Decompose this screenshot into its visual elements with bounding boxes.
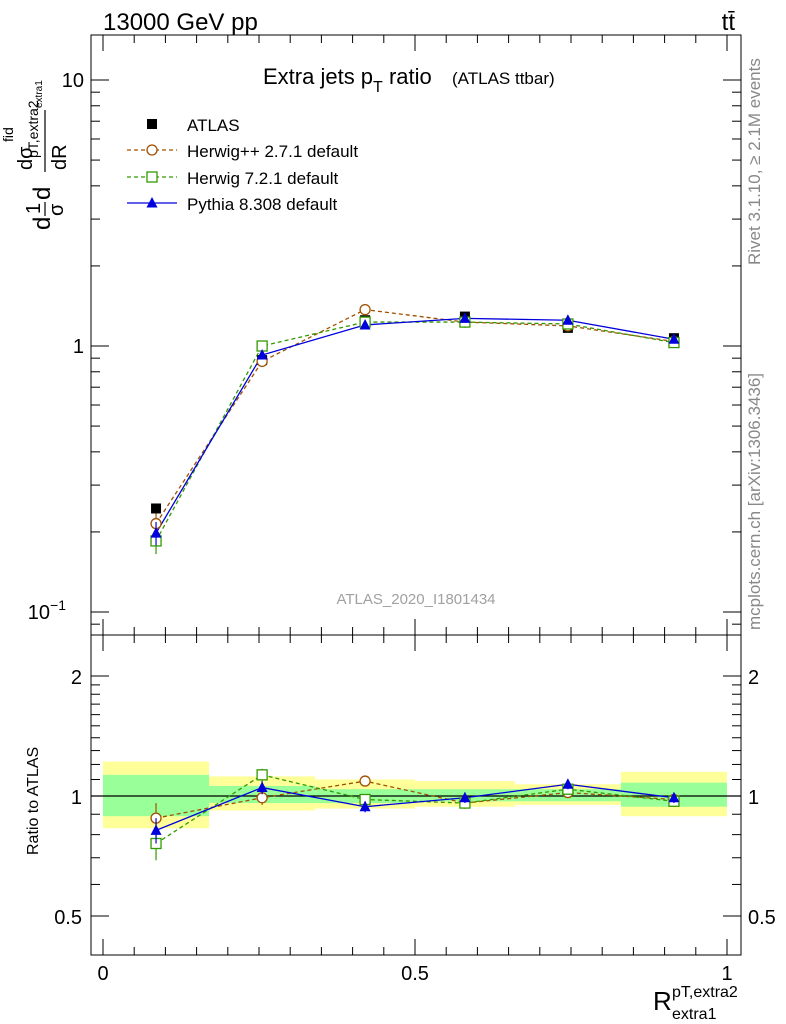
main-line-1 bbox=[155, 308, 675, 524]
legend-label-2: Herwig 7.2.1 default bbox=[187, 169, 338, 188]
legend-marker-0 bbox=[147, 119, 157, 129]
main-line-2 bbox=[155, 321, 675, 542]
ratio-point-3 bbox=[668, 791, 680, 803]
ratio-line-3 bbox=[155, 783, 675, 831]
ylabel-sub: pT,extra2 bbox=[25, 100, 41, 158]
main-point-3 bbox=[359, 318, 371, 330]
legend-marker-1 bbox=[146, 144, 158, 156]
legend-marker-2 bbox=[146, 171, 158, 183]
x-axis-label: R pT,extra2 extra1 bbox=[653, 984, 738, 1023]
ratio-point-3 bbox=[562, 778, 574, 789]
ratio-line-1 bbox=[155, 780, 675, 819]
xlabel-sub: extra1 bbox=[672, 1006, 717, 1023]
ratio-point-1 bbox=[359, 775, 371, 787]
ylabel-frac1-den: σ bbox=[46, 203, 68, 216]
header-left: 13000 GeV pp bbox=[103, 9, 258, 36]
main-point-3 bbox=[459, 312, 471, 323]
y-tick-label-ratio-right: 2 bbox=[748, 667, 759, 689]
rivet-label: Rivet 3.1.10, ≥ 2.1M events bbox=[745, 58, 764, 265]
main-point-3 bbox=[150, 527, 162, 538]
y-tick-label-ratio-right: 1 bbox=[748, 787, 759, 809]
y-tick-label-ratio-left: 0.5 bbox=[54, 907, 82, 929]
x-tick-label: 0 bbox=[97, 963, 108, 985]
main-series bbox=[150, 303, 680, 555]
ratio-point-2 bbox=[256, 769, 268, 781]
chart-title: Extra jets pT ratio bbox=[263, 64, 432, 96]
y-axis-label-main: d 1 σ d dσ fid dR pT,extra2 extra1 bbox=[0, 80, 71, 230]
y-axis-label-ratio: Ratio to ATLAS bbox=[25, 747, 42, 855]
ratio-point-3 bbox=[150, 824, 162, 835]
ylabel-d2: d bbox=[29, 187, 56, 200]
y-tick-exp: −1 bbox=[50, 597, 66, 613]
y-tick-label-main: 1 bbox=[73, 336, 84, 358]
ratio-series bbox=[150, 768, 680, 861]
ratio-frame bbox=[90, 634, 742, 956]
mcplots-label: mcplots.cern.ch [arXiv:1306.3436] bbox=[745, 373, 764, 630]
chart-title-tail: ratio bbox=[383, 64, 432, 89]
y-tick-label-main: 10 bbox=[62, 70, 84, 92]
ylabel-frac2-num: dσ bbox=[15, 146, 37, 170]
xlabel-base: R bbox=[653, 986, 672, 1016]
main-point-1 bbox=[359, 303, 371, 316]
ylabel-sup: fid bbox=[0, 127, 16, 142]
ratio-line-2 bbox=[155, 774, 675, 845]
legend: ATLAS Herwig++ 2.7.1 default Herwig 7.2.1 … bbox=[127, 116, 358, 214]
legend-marker-3 bbox=[146, 197, 158, 208]
main-line-3 bbox=[155, 317, 675, 534]
analysis-watermark: ATLAS_2020_I1801434 bbox=[336, 591, 495, 608]
y-tick-label-ratio-left: 1 bbox=[71, 787, 82, 809]
xlabel-sup: pT,extra2 bbox=[672, 984, 738, 1001]
header-right: tt̄ bbox=[722, 9, 736, 36]
main-point-3 bbox=[668, 333, 680, 344]
ratio-point-3 bbox=[256, 781, 268, 793]
y-tick-label-ratio-right: 0.5 bbox=[748, 907, 776, 929]
ratio-point-3 bbox=[359, 800, 371, 812]
y-tick-label-ratio-left: 2 bbox=[71, 667, 82, 689]
ratio-point-3 bbox=[459, 791, 471, 803]
ylabel-subsub: extra1 bbox=[34, 80, 45, 108]
main-point-0 bbox=[151, 503, 162, 514]
legend-label-0: ATLAS bbox=[187, 116, 240, 135]
ylabel-frac2-den: dR bbox=[49, 144, 71, 170]
chart-title-sub: T bbox=[373, 79, 383, 96]
chart-title-main: Extra jets p bbox=[263, 64, 373, 89]
ylabel-frac1-num: 1 bbox=[23, 203, 45, 214]
x-tick-label: 1 bbox=[721, 963, 732, 985]
legend-label-1: Herwig++ 2.7.1 default bbox=[187, 142, 358, 161]
ylabel-d1: d bbox=[29, 217, 56, 230]
y-tick-base: 10 bbox=[28, 602, 50, 624]
legend-label-3: Pythia 8.308 default bbox=[187, 195, 338, 214]
main-point-3 bbox=[562, 314, 574, 325]
y-tick-label-main: 10−1 bbox=[28, 597, 66, 624]
chart-subtitle: (ATLAS ttbar) bbox=[452, 69, 555, 88]
x-tick-label: 0.5 bbox=[401, 963, 429, 985]
ratio-bands bbox=[103, 761, 727, 829]
main-point-3 bbox=[256, 349, 268, 360]
